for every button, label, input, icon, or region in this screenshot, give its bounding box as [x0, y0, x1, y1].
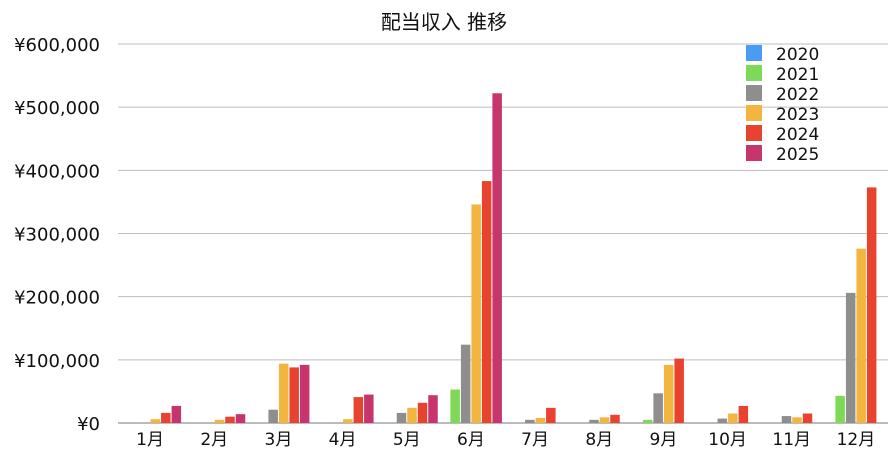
bar-2022-7	[525, 419, 535, 423]
bar-2023-3	[278, 363, 289, 423]
legend-swatch	[746, 105, 762, 121]
bar-2023-7	[535, 417, 546, 423]
x-tick-label: 10月	[708, 430, 747, 450]
legend-swatch	[746, 85, 762, 101]
bar-2023-11	[792, 417, 802, 423]
bar-2025-1	[171, 405, 182, 423]
y-tick-label: ¥0	[77, 414, 100, 435]
bar-2021-9	[642, 419, 653, 423]
bar-2024-2	[225, 416, 235, 423]
legend-label: 2025	[776, 145, 819, 165]
bar-2024-11	[802, 413, 813, 423]
chart-title: 配当収入 推移	[380, 10, 508, 34]
x-axis: 1月 2月 3月 4月 5月 6月 7月 8月 9月 10月 11月 12月	[136, 430, 875, 450]
bar-2024-4	[353, 397, 364, 423]
legend-label: 2020	[776, 45, 819, 65]
bar-2022-12	[845, 292, 856, 423]
bar-2025-6	[492, 93, 502, 424]
bar-2021-6	[450, 389, 460, 423]
bar-2022-9	[653, 393, 663, 423]
bar-2022-8	[589, 419, 599, 423]
legend-label: 2021	[776, 65, 819, 85]
x-tick-label: 12月	[837, 430, 876, 450]
legend-swatch	[746, 145, 762, 161]
gridlines	[118, 43, 888, 424]
bars	[150, 93, 877, 424]
y-tick-label: ¥400,000	[14, 161, 100, 182]
bar-2023-4	[343, 419, 353, 423]
bar-2025-3	[299, 364, 310, 423]
bar-2022-11	[781, 416, 792, 423]
bar-2025-4	[364, 394, 374, 423]
y-tick-label: ¥300,000	[14, 225, 100, 246]
x-tick-label: 6月	[457, 430, 485, 450]
y-tick-label: ¥100,000	[14, 351, 100, 372]
bar-2022-3	[268, 409, 278, 423]
x-tick-label: 2月	[200, 430, 228, 450]
bar-2024-3	[289, 367, 299, 423]
y-tick-label: ¥200,000	[14, 288, 100, 309]
y-tick-label: ¥500,000	[14, 98, 100, 119]
bar-2024-6	[481, 181, 492, 423]
y-axis: ¥0 ¥100,000 ¥200,000 ¥300,000 ¥400,000 ¥500,0…	[14, 35, 100, 435]
bar-2024-5	[417, 402, 428, 423]
bar-2023-1	[150, 419, 161, 423]
bar-2023-10	[728, 413, 738, 423]
bar-2023-8	[599, 417, 610, 423]
bar-2024-10	[738, 405, 749, 423]
y-tick-label: ¥600,000	[14, 35, 100, 56]
x-tick-label: 9月	[650, 430, 678, 450]
x-tick-label: 7月	[521, 430, 549, 450]
bar-2024-8	[610, 414, 620, 423]
legend-label: 2024	[776, 125, 819, 145]
bar-2023-5	[407, 407, 417, 423]
bar-2023-12	[856, 248, 866, 423]
bar-2024-12	[866, 187, 877, 423]
bar-2023-9	[663, 364, 674, 423]
x-tick-label: 8月	[585, 430, 613, 450]
x-tick-label: 5月	[393, 430, 421, 450]
bar-2024-1	[161, 412, 171, 423]
bar-2025-2	[235, 414, 246, 423]
bar-2021-12	[835, 395, 845, 423]
legend-swatch	[746, 45, 762, 61]
bar-2022-6	[460, 344, 471, 423]
x-tick-label: 4月	[329, 430, 357, 450]
x-tick-label: 3月	[265, 430, 293, 450]
legend-swatch	[746, 125, 762, 141]
bar-2023-6	[471, 204, 481, 423]
x-tick-label: 11月	[772, 430, 811, 450]
x-tick-label: 1月	[136, 430, 164, 450]
bar-2024-7	[546, 407, 556, 423]
legend-label: 2022	[776, 85, 819, 105]
legend-swatch	[746, 65, 762, 81]
bar-2024-9	[674, 358, 684, 423]
bar-2022-5	[396, 412, 407, 423]
bar-2022-10	[717, 418, 728, 423]
bar-2023-2	[214, 419, 225, 423]
legend-label: 2023	[776, 105, 819, 125]
bar-2025-5	[428, 395, 438, 423]
